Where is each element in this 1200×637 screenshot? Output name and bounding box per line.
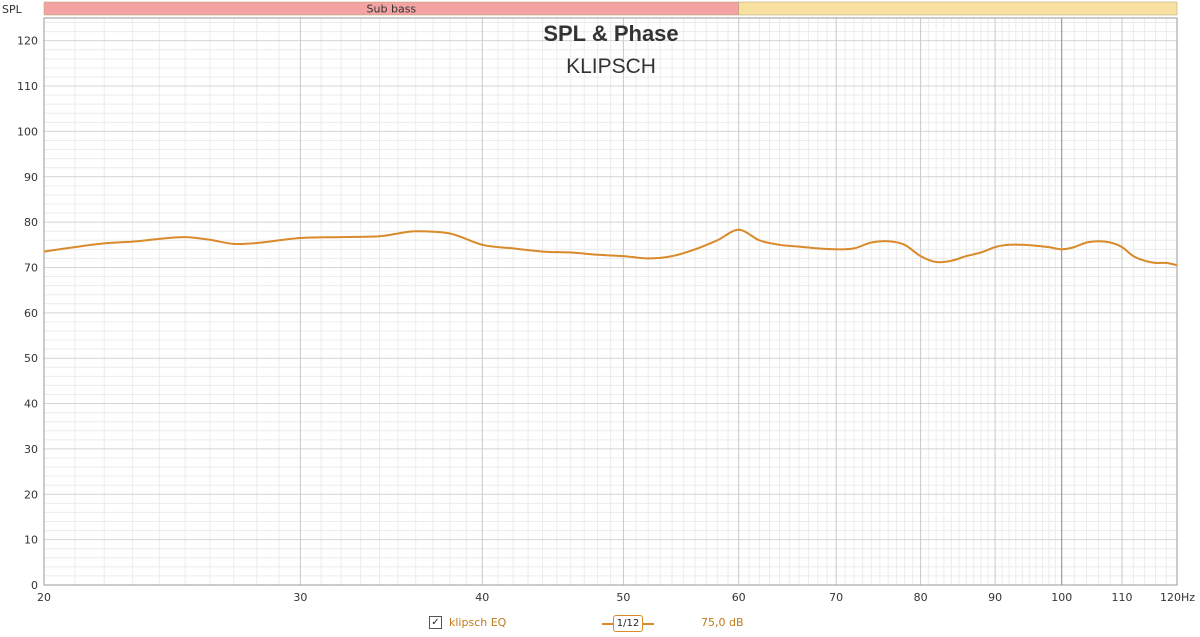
legend: ✓ klipsch EQ 1/12 75,0 dB [0, 612, 1200, 634]
x-tick-label: 90 [988, 591, 1002, 604]
x-axis-ticks: 20 30 40 50 60 70 80 90 100 110 120Hz [37, 591, 1195, 604]
x-tick-label: 60 [732, 591, 746, 604]
spl-chart: SPL Sub bass 0 10 20 30 40 50 60 70 80 90 100 110 12… [2, 1, 1195, 604]
legend-level-value: 75,0 dB [701, 616, 744, 629]
y-tick-label: 70 [24, 261, 38, 274]
y-tick-label: 0 [31, 579, 38, 592]
x-tick-label: 70 [829, 591, 843, 604]
x-tick-label: 30 [293, 591, 307, 604]
y-tick-label: 40 [24, 398, 38, 411]
y-tick-label: 90 [24, 171, 38, 184]
series-layer [43, 228, 1178, 267]
x-tick-label: 110 [1111, 591, 1132, 604]
x-tick-label: 80 [914, 591, 928, 604]
band-1 [738, 1, 1178, 16]
y-tick-label: 110 [17, 80, 38, 93]
y-tick-label: 50 [24, 352, 38, 365]
x-tick-label: 120Hz [1160, 591, 1195, 604]
y-tick-label: 20 [24, 488, 38, 501]
y-axis-name: SPL [2, 3, 23, 16]
y-axis-ticks: 0 10 20 30 40 50 60 70 80 90 100 110 120 [17, 35, 38, 592]
y-tick-label: 100 [17, 125, 38, 138]
smoothing-button[interactable]: 1/12 [613, 615, 643, 632]
minor-grid [44, 18, 1177, 585]
legend-series-label[interactable]: klipsch EQ [449, 616, 507, 629]
plot-frame [43, 17, 1178, 586]
x-tick-label: 100 [1051, 591, 1072, 604]
x-tick-label: 20 [37, 591, 51, 604]
x-tick-label: 50 [616, 591, 630, 604]
frequency-bands: Sub bass [43, 1, 1178, 16]
chart-subtitle: KLIPSCH [566, 55, 656, 78]
y-tick-label: 10 [24, 534, 38, 547]
y-tick-label: 30 [24, 443, 38, 456]
y-tick-label: 120 [17, 35, 38, 48]
chart-title: SPL & Phase [543, 21, 678, 46]
y-tick-label: 60 [24, 307, 38, 320]
band-label-0: Sub bass [367, 3, 417, 16]
x-tick-label: 40 [475, 591, 489, 604]
major-grid [43, 18, 1178, 586]
y-tick-label: 80 [24, 216, 38, 229]
series-line-0 [43, 228, 1178, 267]
series-visibility-checkbox[interactable]: ✓ [429, 616, 442, 629]
